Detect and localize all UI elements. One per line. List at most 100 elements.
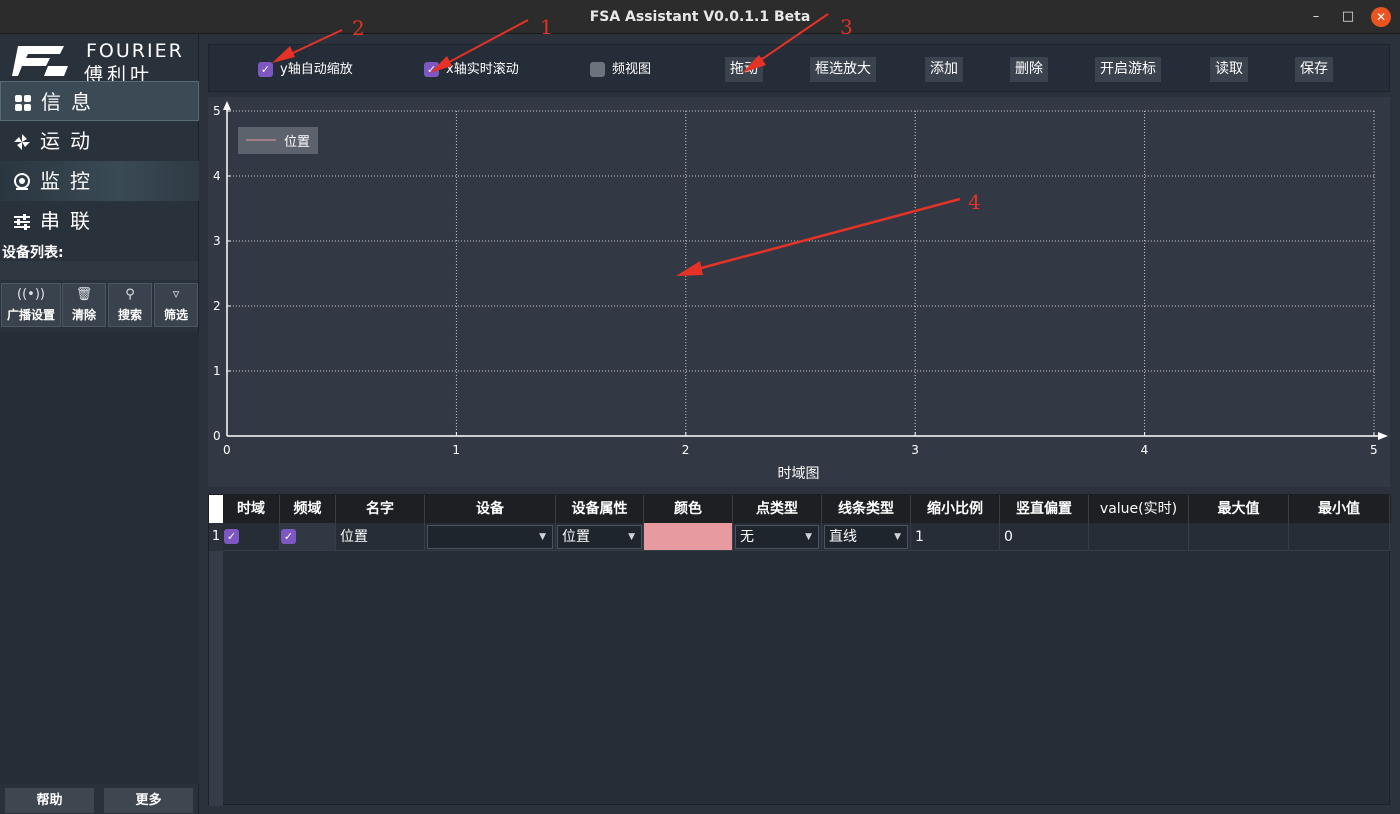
time-domain-chart[interactable]: 0 1 2 3 4 5 0 1 2 3 4 5 时域图 位置 xyxy=(208,97,1390,487)
broadcast-settings-button[interactable]: ((•)) 广播设置 xyxy=(1,283,61,327)
col-max: 最大值 xyxy=(1189,495,1289,523)
delete-button[interactable]: 删除 xyxy=(1010,57,1048,82)
dropdown-arrow-icon: ▼ xyxy=(894,532,901,542)
nav-motion-label: 运动 xyxy=(40,129,100,153)
filter-icon: ▿ xyxy=(172,287,180,302)
drag-button[interactable]: 拖动 xyxy=(725,57,763,82)
x-tick-label: 2 xyxy=(682,443,690,457)
nav-info[interactable]: 信息 xyxy=(0,81,199,121)
freq-view-checkbox[interactable]: 频视图 xyxy=(590,61,651,79)
y-tick-label: 1 xyxy=(213,364,221,378)
y-auto-scale-checkbox[interactable]: ✓ y轴自动缩放 xyxy=(258,61,353,79)
col-device: 设备 xyxy=(425,495,556,523)
y-axis-arrow-icon xyxy=(223,101,231,110)
x-tick-label: 0 xyxy=(223,443,231,457)
col-color: 颜色 xyxy=(644,495,733,523)
col-line-type: 线条类型 xyxy=(822,495,911,523)
minimize-icon[interactable]: – xyxy=(1312,9,1320,24)
read-button[interactable]: 读取 xyxy=(1210,57,1248,82)
nav-monitor-label: 监控 xyxy=(40,169,100,193)
col-name: 名字 xyxy=(336,495,425,523)
x-tick-label: 1 xyxy=(452,443,460,457)
legend-label: 位置 xyxy=(284,135,310,150)
annotation-label-4: 4 xyxy=(968,190,981,214)
attribute-select-value: 位置 xyxy=(562,529,590,545)
nav-monitor[interactable]: 监控 xyxy=(0,161,199,201)
search-button[interactable]: ⚲ 搜索 xyxy=(108,283,152,327)
clear-button[interactable]: 🗑 清除 xyxy=(62,283,106,327)
logo: FOURIER 傅利叶 xyxy=(8,38,198,86)
name-cell[interactable]: 位置 xyxy=(336,523,425,551)
grid-icon xyxy=(15,95,31,111)
help-button[interactable]: 帮助 xyxy=(5,788,94,813)
col-min: 最小值 xyxy=(1289,495,1390,523)
point-type-select[interactable]: 无 ▼ xyxy=(735,525,819,549)
dropdown-arrow-icon: ▼ xyxy=(539,532,546,542)
annotation-label-2: 2 xyxy=(352,16,365,40)
fourier-logo-icon xyxy=(12,46,68,76)
title-bar: FSA Assistant V0.0.1.1 Beta – □ ✕ xyxy=(0,0,1400,34)
checkbox-checked-icon[interactable]: ✓ xyxy=(224,529,239,544)
col-freq-domain: 频域 xyxy=(280,495,336,523)
device-tools: ((•)) 广播设置 🗑 清除 ⚲ 搜索 ▿ 筛选 xyxy=(0,283,199,327)
y-auto-scale-label: y轴自动缩放 xyxy=(280,62,353,77)
nav-motion[interactable]: 运动 xyxy=(0,121,199,161)
dropdown-arrow-icon: ▼ xyxy=(628,532,635,542)
line-type-select[interactable]: 直线 ▼ xyxy=(824,525,908,549)
signal-table: 时域 频域 名字 设备 设备属性 颜色 点类型 线条类型 缩小比例 竖直偏置 v… xyxy=(208,494,1391,806)
col-device-attribute: 设备属性 xyxy=(556,495,644,523)
y-tick-label: 0 xyxy=(213,429,221,443)
table-corner xyxy=(209,495,223,523)
logo-cn: 傅利叶 xyxy=(84,64,154,86)
x-realtime-scroll-checkbox[interactable]: ✓ x轴实时滚动 xyxy=(424,61,519,79)
attribute-cell: 位置 ▼ xyxy=(556,523,644,551)
box-zoom-button[interactable]: 框选放大 xyxy=(810,57,876,82)
pinwheel-icon xyxy=(14,134,30,150)
filter-label: 筛选 xyxy=(163,308,188,322)
broadcast-icon: ((•)) xyxy=(17,287,45,302)
checkbox-checked-icon[interactable]: ✓ xyxy=(281,529,296,544)
device-select[interactable]: ▼ xyxy=(427,525,553,549)
scale-cell[interactable]: 1 xyxy=(911,523,1000,551)
x-tick-label: 3 xyxy=(911,443,919,457)
device-list[interactable] xyxy=(0,332,199,784)
nav-serial[interactable]: 串联 xyxy=(0,201,199,241)
chart-svg[interactable]: 0 1 2 3 4 5 0 1 2 3 4 5 时域图 位置 xyxy=(208,97,1390,487)
line-type-cell: 直线 ▼ xyxy=(822,523,911,551)
save-button[interactable]: 保存 xyxy=(1295,57,1333,82)
add-button[interactable]: 添加 xyxy=(925,57,963,82)
table-header: 时域 频域 名字 设备 设备属性 颜色 点类型 线条类型 缩小比例 竖直偏置 v… xyxy=(209,495,1391,523)
close-icon[interactable]: ✕ xyxy=(1371,7,1391,27)
checkbox-unchecked-icon xyxy=(590,62,605,77)
trash-icon: 🗑 xyxy=(75,287,93,302)
sidebar: FOURIER 傅利叶 信息 运动 监控 串联 设备列表: ((•)) 广播设置… xyxy=(0,34,199,814)
row-number[interactable]: 1 xyxy=(209,523,223,551)
x-axis-label: 时域图 xyxy=(778,466,820,482)
freq-view-label: 频视图 xyxy=(612,62,652,77)
attribute-select[interactable]: 位置 ▼ xyxy=(557,525,642,549)
more-button[interactable]: 更多 xyxy=(104,788,193,813)
chart-toolbar: ✓ y轴自动缩放 ✓ x轴实时滚动 频视图 拖动 框选放大 添加 删除 开启游标… xyxy=(208,44,1390,92)
cursor-toggle-button[interactable]: 开启游标 xyxy=(1095,57,1161,82)
maximize-icon[interactable]: □ xyxy=(1341,9,1355,24)
x-realtime-scroll-label: x轴实时滚动 xyxy=(446,62,519,77)
annotation-label-1: 1 xyxy=(540,15,553,39)
vertical-offset-cell[interactable]: 0 xyxy=(1000,523,1089,551)
filter-button[interactable]: ▿ 筛选 xyxy=(154,283,198,327)
col-point-type: 点类型 xyxy=(733,495,822,523)
y-tick-label: 2 xyxy=(213,299,221,313)
clear-label: 清除 xyxy=(71,308,96,322)
color-cell[interactable] xyxy=(644,523,733,551)
freq-domain-cell[interactable]: ✓ xyxy=(280,523,336,551)
max-cell xyxy=(1189,523,1289,551)
dropdown-arrow-icon: ▼ xyxy=(805,532,812,542)
device-cell: ▼ xyxy=(425,523,556,551)
sliders-icon xyxy=(14,214,30,230)
col-vertical-offset: 竖直偏置 xyxy=(1000,495,1089,523)
col-time-domain: 时域 xyxy=(223,495,280,523)
time-domain-cell[interactable]: ✓ xyxy=(223,523,280,551)
point-type-cell: 无 ▼ xyxy=(733,523,822,551)
col-scale: 缩小比例 xyxy=(911,495,1000,523)
device-list-header xyxy=(0,261,198,280)
line-type-select-value: 直线 xyxy=(829,529,857,545)
